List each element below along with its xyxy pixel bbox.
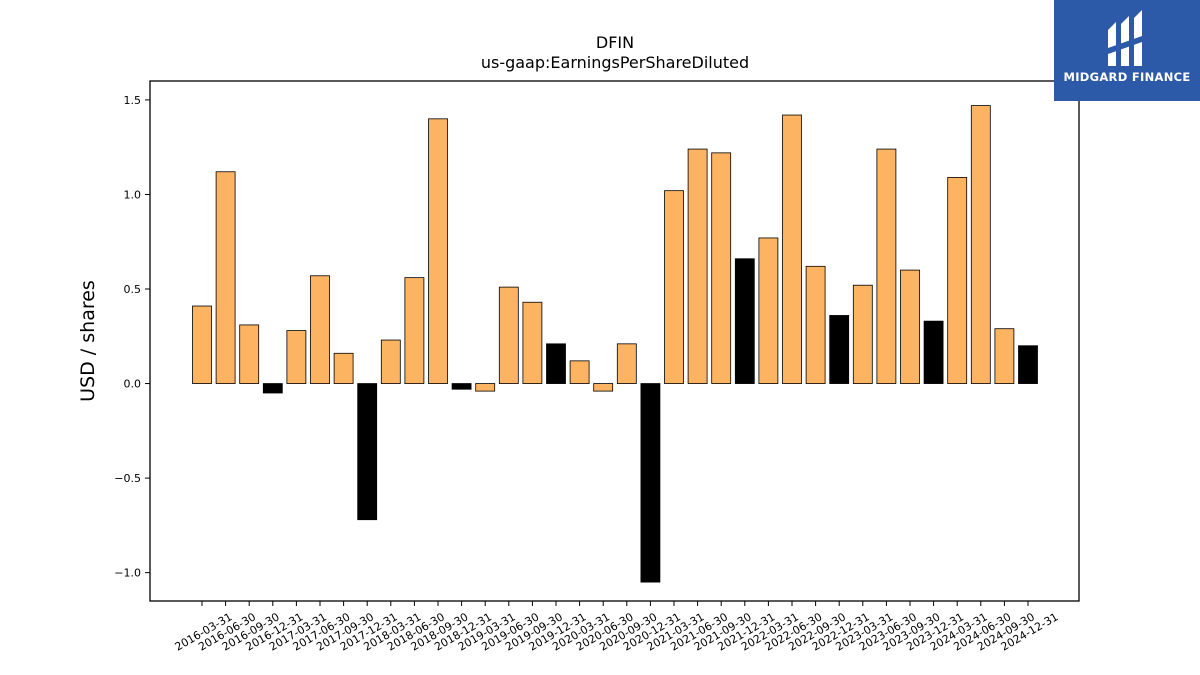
- y-tick-label: 0.5: [124, 283, 142, 296]
- bar-2022-03-31: [758, 237, 779, 384]
- bar-2019-06-30: [498, 286, 519, 384]
- bar-2021-12-31: [734, 258, 755, 384]
- y-tick-label: 1.0: [124, 188, 142, 201]
- bar-2020-06-30: [593, 383, 614, 392]
- brand-logo: MIDGARD FINANCE: [1054, 0, 1200, 101]
- x-axis: 2016-03-312016-06-302016-09-302016-12-31…: [173, 601, 1061, 654]
- bar-2024-06-30: [970, 105, 991, 384]
- bar-2016-03-31: [192, 305, 212, 384]
- bar-2018-09-30: [428, 118, 448, 384]
- bar-2017-03-31: [286, 330, 307, 384]
- y-tick-label: −1.0: [114, 567, 141, 580]
- bar-2021-03-31: [664, 190, 684, 384]
- y-tick-label: −0.5: [114, 472, 141, 485]
- y-axis-label: USD / shares: [77, 280, 99, 402]
- bar-2018-03-31: [380, 339, 401, 384]
- bar-2022-09-30: [805, 265, 826, 384]
- bar-2017-06-30: [310, 275, 330, 384]
- bar-2017-12-31: [357, 383, 378, 521]
- plot-frame: [149, 80, 1080, 602]
- bar-2022-12-31: [829, 315, 850, 384]
- bar-2023-03-31: [852, 284, 873, 384]
- bar-2022-06-30: [782, 114, 802, 384]
- bar-2018-06-30: [404, 277, 425, 384]
- brand-name: MIDGARD FINANCE: [1063, 70, 1191, 84]
- chart-title: DFIN: [596, 33, 634, 52]
- bar-2021-09-30: [711, 152, 732, 384]
- bar-2020-12-31: [640, 383, 661, 583]
- bar-2020-03-31: [569, 360, 590, 384]
- bar-2019-12-31: [546, 343, 566, 384]
- bar-2021-06-30: [687, 148, 708, 384]
- bar-2024-03-31: [947, 177, 968, 384]
- chart-subtitle: us-gaap:EarningsPerShareDiluted: [481, 53, 749, 72]
- bar-2024-09-30: [994, 328, 1015, 384]
- bar-2023-12-31: [923, 320, 944, 384]
- y-axis: −1.0 −0.5 0.0 0.5 1.0 1.5: [114, 94, 150, 580]
- y-tick-label: 0.0: [124, 378, 142, 391]
- bar-series: [192, 105, 1038, 583]
- y-tick-label: 1.5: [124, 94, 142, 107]
- bar-2018-12-31: [451, 383, 472, 390]
- midgard-logo-icon: [1108, 10, 1142, 66]
- bar-2016-06-30: [215, 171, 236, 384]
- bar-2023-09-30: [900, 269, 920, 384]
- bar-2017-09-30: [333, 352, 354, 384]
- bar-2024-12-31: [1018, 345, 1038, 384]
- bar-2019-03-31: [475, 383, 496, 392]
- bar-2023-06-30: [876, 148, 897, 384]
- bar-2020-09-30: [616, 343, 637, 384]
- bar-2016-12-31: [262, 383, 283, 394]
- bar-2019-09-30: [522, 301, 543, 384]
- bar-2016-09-30: [239, 324, 260, 384]
